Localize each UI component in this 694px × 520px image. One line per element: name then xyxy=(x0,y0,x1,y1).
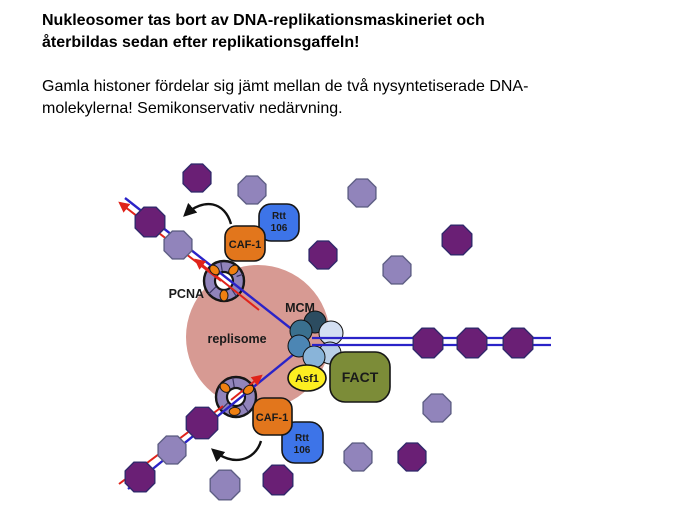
nucleosome-light xyxy=(343,442,373,472)
nucleosome-light xyxy=(209,469,241,501)
rtt106-box-upper xyxy=(258,203,300,242)
nucleosome-light xyxy=(382,255,412,285)
nucleosome-light xyxy=(163,230,193,260)
rtt106-label-upper-2: 106 xyxy=(271,223,288,234)
slide-body-text: Gamla histoner fördelar sig jämt mellan … xyxy=(42,78,529,117)
nascent-strand-arrow xyxy=(194,258,260,311)
caf1-box-upper xyxy=(224,225,266,262)
caf1-label-lower: CAF-1 xyxy=(256,412,288,424)
nucleosome-dark xyxy=(185,406,219,440)
asf1-oval xyxy=(287,364,327,392)
fact-label: FACT xyxy=(342,369,379,385)
asf1-label: Asf1 xyxy=(295,373,319,385)
caf1-label-upper: CAF-1 xyxy=(229,239,261,251)
nucleosome-light xyxy=(237,175,267,205)
text-block: Nukleosomer tas bort av DNA-replikations… xyxy=(42,10,672,120)
rtt106-label-upper: Rtt xyxy=(272,211,287,222)
histone-transfer-arrow-upper xyxy=(183,202,233,225)
nucleosome-dark xyxy=(182,163,212,193)
rtt106-box-lower xyxy=(281,421,324,464)
nucleosome-dark xyxy=(124,461,156,493)
nucleosome-dark xyxy=(456,327,488,359)
replisome-label: replisome xyxy=(207,332,266,346)
rtt106-label-lower-2: 106 xyxy=(294,445,311,456)
nucleosome-dark xyxy=(502,327,534,359)
mcm-subunit xyxy=(318,320,344,346)
nucleosome-dark xyxy=(397,442,427,472)
nucleosomes-layer xyxy=(124,163,534,501)
fact-box xyxy=(329,351,391,403)
pcna-label: PCNA xyxy=(169,287,204,301)
nucleosome-dark xyxy=(412,327,444,359)
nucleosome-dark xyxy=(441,224,473,256)
nucleosome-dark xyxy=(308,240,338,270)
rtt106-label-lower: Rtt xyxy=(295,433,310,444)
histone-transfer-arrow-lower xyxy=(211,440,263,462)
mcm-label: MCM xyxy=(285,301,315,315)
slide-title: Nukleosomer tas bort av DNA-replikations… xyxy=(42,12,485,51)
caf1-box-lower xyxy=(252,397,293,436)
nucleosome-light xyxy=(422,393,452,423)
nucleosome-light xyxy=(157,435,187,465)
nucleosome-dark xyxy=(134,206,166,238)
nucleosome-light xyxy=(347,178,377,208)
nucleosome-dark xyxy=(262,464,294,496)
pcna-clamp-subunits xyxy=(209,264,255,416)
